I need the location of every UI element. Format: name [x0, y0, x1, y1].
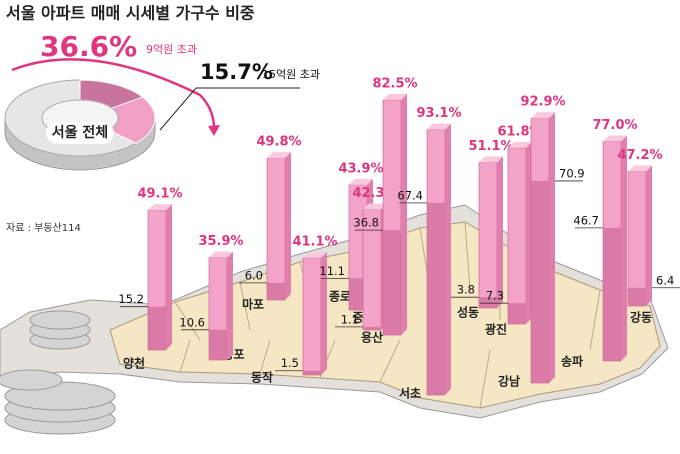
district-label: 중	[352, 311, 363, 325]
bar-top	[209, 251, 233, 258]
district-label: 마포	[242, 297, 264, 312]
district-label: 송파	[561, 354, 583, 369]
legend-label: 15억원 초과	[262, 68, 320, 81]
value-label: 92.9%	[520, 95, 565, 110]
bar-segment	[383, 230, 401, 335]
bar-side	[526, 141, 532, 324]
inner-label: 6.4	[656, 273, 674, 287]
district-label: 성동	[457, 306, 479, 320]
coins	[0, 310, 116, 435]
bar-segment	[148, 306, 166, 350]
bar-segment	[267, 282, 285, 300]
district-label: 광진	[485, 322, 507, 337]
bar-top	[303, 251, 327, 258]
bar-segment	[349, 278, 367, 310]
bar-side	[549, 112, 555, 384]
district-label: 강동	[630, 311, 652, 325]
bar-side	[321, 251, 327, 375]
inner-label: 46.7	[573, 213, 599, 227]
source: 자료 : 부동산114	[6, 222, 81, 234]
bar-top	[628, 165, 652, 172]
inner-label: 67.4	[397, 188, 423, 202]
bar-top	[148, 204, 172, 211]
bar-side	[227, 251, 233, 360]
value-label-sub: 15.7%	[200, 60, 273, 84]
bars: 양천49.1%15.2영등포35.9%10.6마포49.8%6.0동작41.1%…	[118, 76, 680, 401]
value-label: 47.2%	[617, 148, 662, 163]
bar-side	[646, 165, 652, 306]
bar-top	[427, 123, 451, 130]
bar-segment	[531, 180, 549, 383]
inner-label: 36.8	[353, 216, 379, 230]
arrow-head	[208, 125, 220, 136]
inner-label: 1.5	[281, 356, 299, 370]
bar-total	[627, 171, 647, 307]
bar-total	[302, 257, 322, 376]
bar-side	[497, 156, 503, 308]
district-label: 서초	[399, 386, 421, 401]
bar-segment	[508, 303, 526, 324]
inner-label: 10.6	[179, 315, 205, 329]
inner-label: 15.2	[118, 292, 144, 306]
bar-segment	[479, 297, 497, 308]
bar-top	[531, 112, 555, 119]
bar-segment	[363, 326, 381, 330]
district-label: 양천	[123, 356, 145, 371]
inner-label: 1.1	[341, 312, 359, 326]
bar-top	[349, 178, 373, 185]
value-label: 43.9%	[338, 161, 383, 176]
value-label: 49.8%	[256, 135, 301, 150]
title: 서울 아파트 매매 시세별 가구수 비중	[6, 4, 255, 23]
bar-side	[445, 123, 451, 395]
bar-side	[285, 152, 291, 300]
district-label: 용산	[361, 330, 383, 345]
inner-label: 70.9	[559, 166, 585, 180]
inner-label: 6.0	[245, 268, 263, 282]
bar-side	[166, 204, 172, 350]
legend-label: 9억원 초과	[146, 43, 197, 56]
bar-segment	[603, 227, 621, 361]
district-label: 종로	[329, 290, 351, 304]
bar-top	[603, 135, 627, 142]
bar-segment	[628, 287, 646, 306]
district-label: 동작	[251, 370, 273, 385]
bar-side	[621, 135, 627, 361]
bar-top	[508, 141, 532, 148]
arrow	[11, 58, 216, 133]
bar-total	[478, 162, 498, 309]
bar-side	[401, 93, 407, 335]
bar-total	[266, 157, 286, 301]
bar-top	[267, 152, 291, 159]
center-label: 서울 전체	[52, 124, 108, 141]
value-label: 77.0%	[592, 118, 637, 133]
bar-segment	[209, 329, 227, 360]
value-label: 82.5%	[372, 76, 417, 91]
inner-label: 7.3	[486, 289, 504, 303]
leader	[159, 87, 300, 131]
value-label: 35.9%	[198, 234, 243, 249]
value-label-main: 36.6%	[40, 30, 137, 63]
value-label: 49.1%	[137, 187, 182, 202]
bar-segment	[303, 370, 321, 375]
bar-top	[479, 156, 503, 163]
district-label: 강남	[498, 374, 520, 389]
center-pill	[46, 122, 114, 144]
bar-top	[363, 203, 387, 210]
value-label: 93.1%	[416, 106, 461, 121]
bar-total	[507, 147, 527, 325]
value-label: 51.1%	[468, 139, 513, 154]
inner-label: 11.1	[319, 264, 345, 278]
value-label: 41.1%	[292, 234, 337, 249]
inner-label: 3.8	[457, 283, 475, 297]
bar-segment	[427, 202, 445, 395]
bar-top	[383, 93, 407, 100]
